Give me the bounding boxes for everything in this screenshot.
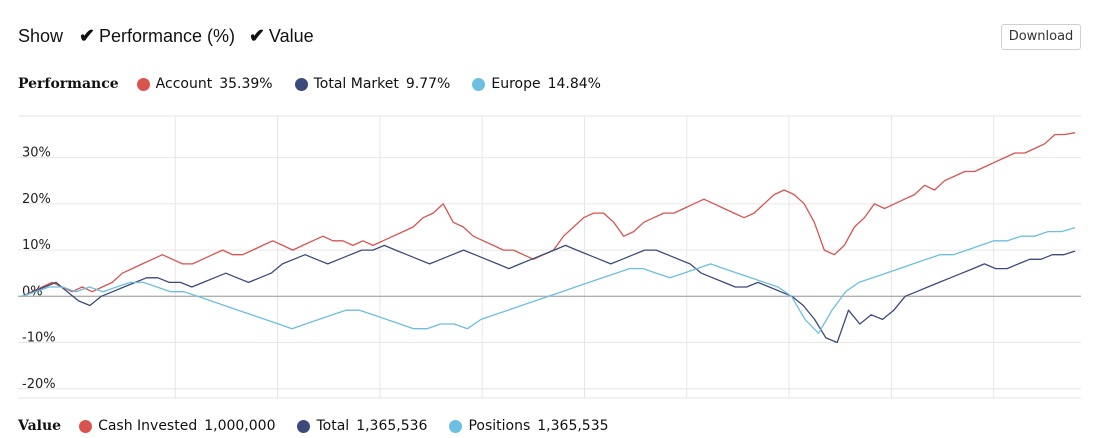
legend-item-positions[interactable]: Positions 1,365,535 [449,418,609,434]
performance-legend-title: Performance [18,76,119,92]
legend-value: 1,365,535 [537,418,609,434]
legend-value: 9.77% [405,76,451,92]
legend-value: 1,365,536 [356,418,428,434]
show-toolbar: Show ✔ Performance (%) ✔ Value [18,24,328,48]
y-tick-label: -20% [22,377,56,392]
legend-label: Cash Invested [98,418,198,434]
y-tick-label: 10% [22,238,51,253]
legend-item-account[interactable]: Account 35.39% [136,76,273,92]
series-line-total-market [21,244,1076,344]
legend-dot [79,419,93,433]
toggle-performance[interactable]: ✔ Performance (%) [79,26,235,47]
legend-dot [449,419,463,433]
legend-value: 35.39% [219,76,273,92]
toggle-value-label: Value [268,25,314,46]
toggle-value[interactable]: ✔ Value [249,26,314,47]
legend-dot [472,77,486,91]
y-tick-label: 30% [22,146,51,161]
checkmark-icon: ✔ [79,25,95,47]
series-line-europe [21,227,1076,334]
legend-dot [136,77,150,91]
toggle-performance-label: Performance (%) [98,25,235,46]
legend-item-europe[interactable]: Europe 14.84% [472,76,601,92]
legend-item-total-market[interactable]: Total Market 9.77% [294,76,451,92]
legend-label: Europe [491,76,541,92]
legend-label: Total Market [313,76,399,92]
legend-label: Total [316,418,350,434]
performance-legend: Performance Account 35.39% Total Market … [18,74,623,94]
download-button[interactable]: Download [1001,24,1081,50]
value-legend: Value Cash Invested 1,000,000 Total 1,36… [18,416,631,436]
legend-label: Account [155,76,213,92]
show-label: Show [18,25,64,46]
legend-dot [294,77,308,91]
value-legend-title: Value [18,418,62,434]
legend-value: 14.84% [547,76,601,92]
legend-item-cash-invested[interactable]: Cash Invested 1,000,000 [79,418,275,434]
legend-dot [297,419,311,433]
legend-value: 1,000,000 [204,418,276,434]
checkmark-icon: ✔ [249,25,265,47]
legend-label: Positions [468,418,531,434]
legend-item-total[interactable]: Total 1,365,536 [297,418,427,434]
y-tick-label: 20% [22,192,51,207]
y-tick-label: -10% [22,331,56,346]
